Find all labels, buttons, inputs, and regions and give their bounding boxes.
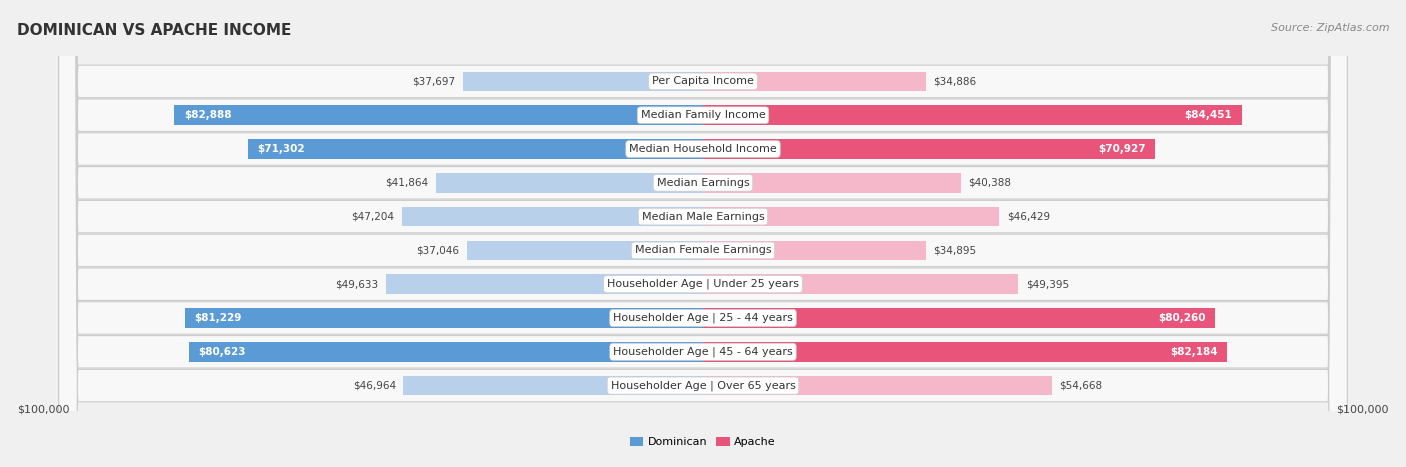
Text: $100,000: $100,000: [17, 405, 70, 415]
Text: $82,184: $82,184: [1170, 347, 1218, 357]
Text: Median Earnings: Median Earnings: [657, 178, 749, 188]
FancyBboxPatch shape: [59, 0, 1347, 467]
Bar: [703, 342, 1227, 361]
Bar: [404, 376, 703, 396]
Text: $84,451: $84,451: [1184, 110, 1232, 120]
Bar: [188, 342, 703, 361]
FancyBboxPatch shape: [59, 0, 1347, 467]
Bar: [703, 71, 925, 91]
Legend: Dominican, Apache: Dominican, Apache: [626, 432, 780, 452]
Text: $71,302: $71,302: [257, 144, 305, 154]
FancyBboxPatch shape: [59, 0, 1347, 467]
Text: $54,668: $54,668: [1059, 381, 1102, 390]
Text: $46,429: $46,429: [1007, 212, 1050, 222]
Text: $100,000: $100,000: [1336, 405, 1389, 415]
Bar: [703, 106, 1241, 125]
FancyBboxPatch shape: [59, 0, 1347, 467]
Text: $34,886: $34,886: [934, 77, 976, 86]
Text: Median Family Income: Median Family Income: [641, 110, 765, 120]
Text: $47,204: $47,204: [352, 212, 394, 222]
Text: $80,260: $80,260: [1159, 313, 1205, 323]
Text: $49,633: $49,633: [336, 279, 378, 289]
Text: Householder Age | 45 - 64 years: Householder Age | 45 - 64 years: [613, 347, 793, 357]
Bar: [436, 173, 703, 192]
FancyBboxPatch shape: [59, 0, 1347, 467]
Text: $34,895: $34,895: [934, 245, 976, 255]
Text: $37,697: $37,697: [412, 77, 456, 86]
FancyBboxPatch shape: [59, 0, 1347, 467]
Bar: [387, 275, 703, 294]
FancyBboxPatch shape: [59, 0, 1347, 467]
Text: $80,623: $80,623: [198, 347, 246, 357]
Bar: [703, 376, 1052, 396]
Bar: [703, 241, 925, 260]
Text: Median Household Income: Median Household Income: [628, 144, 778, 154]
Text: $49,395: $49,395: [1026, 279, 1069, 289]
Bar: [703, 207, 1000, 226]
Text: $40,388: $40,388: [969, 178, 1011, 188]
Text: Householder Age | Over 65 years: Householder Age | Over 65 years: [610, 380, 796, 391]
FancyBboxPatch shape: [59, 0, 1347, 467]
Bar: [184, 308, 703, 328]
Text: $70,927: $70,927: [1098, 144, 1146, 154]
Bar: [174, 106, 703, 125]
FancyBboxPatch shape: [59, 0, 1347, 467]
Bar: [463, 71, 703, 91]
Text: Per Capita Income: Per Capita Income: [652, 77, 754, 86]
Text: DOMINICAN VS APACHE INCOME: DOMINICAN VS APACHE INCOME: [17, 23, 291, 38]
Text: Householder Age | Under 25 years: Householder Age | Under 25 years: [607, 279, 799, 290]
Bar: [703, 275, 1018, 294]
Text: Source: ZipAtlas.com: Source: ZipAtlas.com: [1271, 23, 1389, 33]
Text: Median Female Earnings: Median Female Earnings: [634, 245, 772, 255]
Bar: [467, 241, 703, 260]
Bar: [703, 308, 1215, 328]
Bar: [703, 139, 1156, 159]
Text: $82,888: $82,888: [184, 110, 232, 120]
Bar: [402, 207, 703, 226]
Text: $46,964: $46,964: [353, 381, 395, 390]
FancyBboxPatch shape: [59, 0, 1347, 467]
Text: Median Male Earnings: Median Male Earnings: [641, 212, 765, 222]
Text: $41,864: $41,864: [385, 178, 429, 188]
Text: $81,229: $81,229: [194, 313, 242, 323]
Text: Householder Age | 25 - 44 years: Householder Age | 25 - 44 years: [613, 313, 793, 323]
Text: $37,046: $37,046: [416, 245, 458, 255]
Bar: [249, 139, 703, 159]
Bar: [703, 173, 960, 192]
